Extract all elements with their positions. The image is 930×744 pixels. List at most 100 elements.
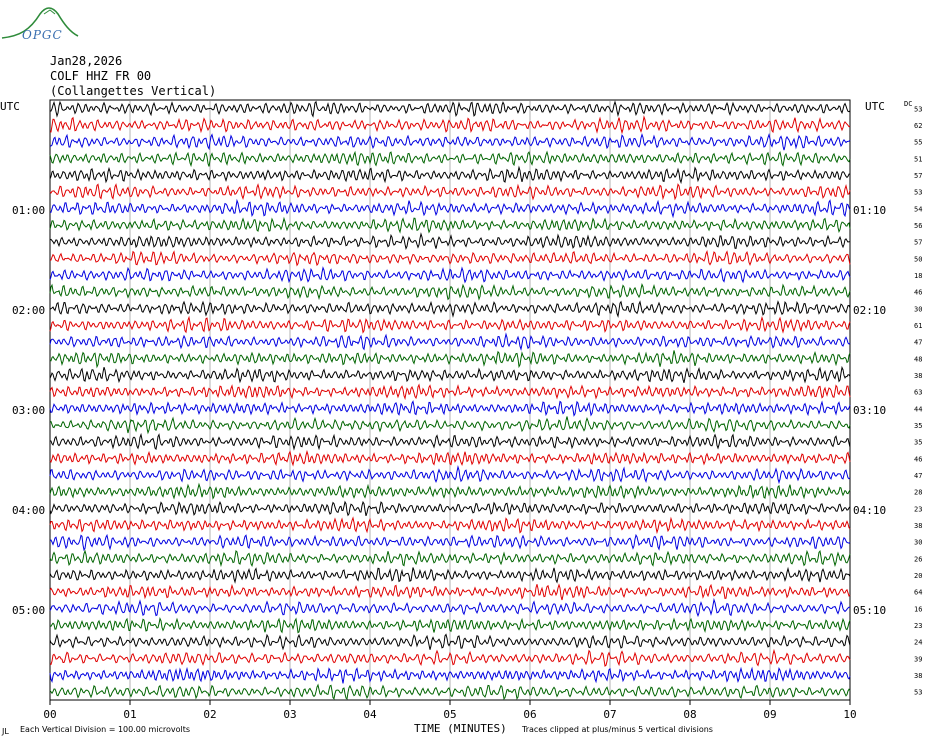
right-time-label: 05:10 bbox=[853, 604, 886, 617]
trace-row-7 bbox=[49, 198, 851, 219]
dc-offset-label: 48 bbox=[914, 355, 922, 363]
dc-offset-label: 55 bbox=[914, 139, 922, 147]
dc-offset-label: 23 bbox=[914, 622, 922, 630]
dc-offset-label: 35 bbox=[914, 439, 922, 447]
trace-row-29 bbox=[49, 566, 851, 584]
right-time-label: 02:10 bbox=[853, 304, 886, 317]
trace-row-19 bbox=[49, 400, 851, 417]
left-time-label: 05:00 bbox=[12, 604, 45, 617]
left-time-label: 03:00 bbox=[12, 404, 45, 417]
trace-row-31 bbox=[49, 597, 851, 618]
left-time-label: 02:00 bbox=[12, 304, 45, 317]
trace-row-15 bbox=[49, 332, 851, 351]
trace-row-24 bbox=[49, 482, 851, 500]
dc-label: DC bbox=[904, 100, 912, 108]
x-tick-label: 06 bbox=[523, 708, 536, 721]
x-tick-label: 08 bbox=[683, 708, 696, 721]
right-time-label: 04:10 bbox=[853, 504, 886, 517]
logo-text: OPGC bbox=[22, 28, 63, 42]
dc-offset-label: 20 bbox=[914, 572, 922, 580]
trace-row-10 bbox=[49, 250, 851, 267]
trace-row-26 bbox=[49, 516, 851, 535]
dc-offset-label: 24 bbox=[914, 639, 922, 647]
dc-offset-label: 38 bbox=[914, 372, 922, 380]
left-axis-label: UTC bbox=[0, 100, 20, 113]
clip-note: Traces clipped at plus/minus 5 vertical … bbox=[522, 725, 713, 734]
date-label: Jan28,2026 bbox=[50, 54, 123, 68]
x-tick-label: 07 bbox=[603, 708, 616, 721]
trace-row-8 bbox=[49, 216, 851, 234]
dc-offset-label: 64 bbox=[914, 589, 922, 597]
dc-offset-label: 53 bbox=[914, 105, 922, 113]
right-axis-label: UTC bbox=[865, 100, 885, 113]
trace-row-34 bbox=[49, 648, 851, 667]
dc-offset-label: 53 bbox=[914, 189, 922, 197]
dc-offset-label: 23 bbox=[914, 505, 922, 513]
dc-offset-label: 35 bbox=[914, 422, 922, 430]
trace-row-20 bbox=[49, 416, 851, 435]
trace-row-22 bbox=[49, 449, 851, 467]
trace-row-30 bbox=[49, 583, 851, 601]
trace-row-32 bbox=[49, 616, 851, 634]
dc-offset-label: 63 bbox=[914, 389, 922, 397]
dc-offset-label: 30 bbox=[914, 539, 922, 547]
dc-offset-label: 30 bbox=[914, 305, 922, 313]
trace-row-35 bbox=[49, 666, 851, 684]
right-time-label: 01:10 bbox=[853, 204, 886, 217]
dc-offset-label: 56 bbox=[914, 222, 922, 230]
x-tick-label: 03 bbox=[283, 708, 296, 721]
right-time-label: 03:10 bbox=[853, 404, 886, 417]
left-time-label: 04:00 bbox=[12, 504, 45, 517]
trace-row-4 bbox=[49, 150, 851, 168]
trace-row-28 bbox=[49, 549, 851, 568]
trace-row-12 bbox=[49, 282, 851, 301]
dc-offset-label: 54 bbox=[914, 205, 922, 213]
trace-row-18 bbox=[49, 383, 851, 401]
x-tick-label: 02 bbox=[203, 708, 216, 721]
volcano-logo-icon bbox=[1, 7, 79, 39]
dc-offset-label: 46 bbox=[914, 455, 922, 463]
trace-row-13 bbox=[49, 300, 851, 318]
x-tick-label: 01 bbox=[123, 708, 136, 721]
trace-row-3 bbox=[49, 132, 851, 151]
trace-row-25 bbox=[49, 500, 851, 517]
x-tick-label: 05 bbox=[443, 708, 456, 721]
trace-row-2 bbox=[49, 115, 851, 135]
trace-row-23 bbox=[49, 465, 851, 485]
trace-row-9 bbox=[49, 232, 850, 251]
trace-row-1 bbox=[49, 100, 851, 118]
trace-row-33 bbox=[49, 633, 851, 651]
dc-offset-label: 28 bbox=[914, 489, 922, 497]
trace-row-5 bbox=[49, 165, 851, 185]
x-tick-label: 04 bbox=[363, 708, 377, 721]
dc-offset-label: 61 bbox=[914, 322, 922, 330]
dc-offset-label: 38 bbox=[914, 522, 922, 530]
left-time-label: 01:00 bbox=[12, 204, 45, 217]
dc-offset-label: 50 bbox=[914, 255, 922, 263]
location-label: (Collangettes Vertical) bbox=[50, 84, 217, 98]
x-tick-label: 10 bbox=[843, 708, 856, 721]
dc-offset-label: 51 bbox=[914, 155, 922, 163]
dc-offset-label: 38 bbox=[914, 672, 922, 680]
trace-row-16 bbox=[49, 350, 851, 369]
x-tick-label: 09 bbox=[763, 708, 776, 721]
dc-offset-label: 26 bbox=[914, 555, 922, 563]
dc-offset-label: 57 bbox=[914, 239, 922, 247]
trace-row-21 bbox=[49, 432, 851, 451]
trace-row-17 bbox=[49, 365, 851, 384]
dc-offset-label: 47 bbox=[914, 472, 922, 480]
dc-offset-label: 47 bbox=[914, 339, 922, 347]
trace-row-36 bbox=[49, 683, 851, 701]
dc-offset-label: 46 bbox=[914, 289, 922, 297]
trace-row-11 bbox=[49, 266, 851, 284]
dc-offset-label: 53 bbox=[914, 689, 922, 697]
dc-offset-label: 39 bbox=[914, 655, 922, 663]
scale-note: Each Vertical Division = 100.00 microvol… bbox=[20, 725, 191, 734]
trace-row-6 bbox=[49, 183, 851, 201]
trace-row-27 bbox=[49, 533, 851, 552]
dc-offset-label: 44 bbox=[914, 405, 922, 413]
x-tick-label: 00 bbox=[43, 708, 56, 721]
trace-row-14 bbox=[49, 315, 851, 334]
x-axis-title: TIME (MINUTES) bbox=[414, 722, 507, 735]
